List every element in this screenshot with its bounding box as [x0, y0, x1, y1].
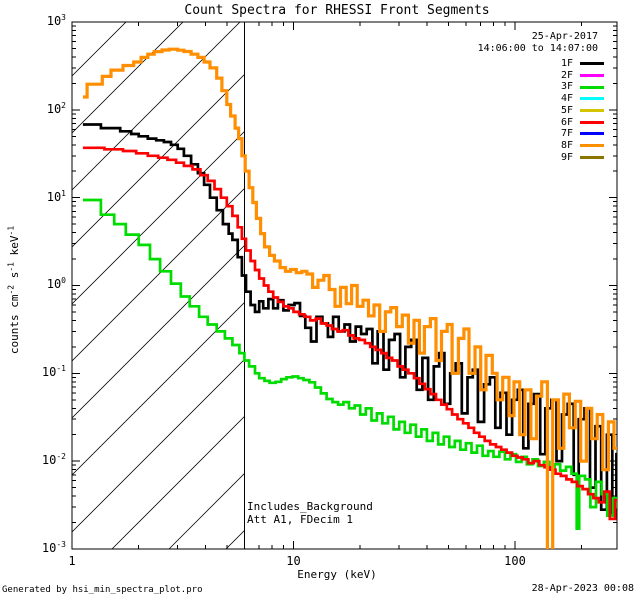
legend-color-swatch [580, 85, 604, 89]
y-tick-label: 10-1 [41, 364, 66, 380]
legend-item-3F: 3F [561, 81, 604, 93]
annotation-includes-background: Includes_Background [247, 500, 373, 513]
legend-color-swatch [580, 109, 604, 113]
legend-label: 9F [560, 151, 573, 163]
legend-color-swatch [580, 74, 604, 78]
y-tick-label: 100 [46, 276, 66, 292]
y-tick-label: 101 [46, 188, 66, 204]
legend-item-6F: 6F [561, 116, 604, 128]
y-tick-label: 103 [46, 13, 66, 28]
legend-color-swatch [580, 62, 604, 66]
legend-item-7F: 7F [561, 128, 604, 140]
legend-color-swatch [580, 120, 604, 124]
legend-label: 3F [560, 81, 573, 93]
y-tick-label: 10-3 [41, 539, 66, 555]
spectrum-curve-6F [82, 146, 618, 521]
plot-timestamp: 28-Apr-2023 00:08 [531, 583, 634, 594]
legend-item-2F: 2F [561, 70, 604, 82]
legend-color-swatch [580, 144, 604, 148]
spectrum-curve-1F [82, 123, 618, 517]
legend-item-8F: 8F [561, 140, 604, 152]
legend-label: 7F [560, 128, 573, 140]
legend-label: 2F [560, 69, 573, 81]
legend: 1F 2F 3F 4F 5F 6F 7F 8F 9F [561, 58, 604, 163]
x-axis-label: Energy (keV) [297, 568, 377, 581]
spectrum-curve-3F [82, 198, 618, 531]
legend-label: 6F [560, 116, 573, 128]
legend-item-1F: 1F [561, 58, 604, 70]
y-tick-label: 10-2 [41, 452, 66, 468]
obs-time-range: 14:06:00 to 14:07:00 [477, 43, 598, 54]
legend-item-9F: 9F [561, 152, 604, 164]
legend-label: 1F [560, 58, 573, 70]
x-tick-label: 10 [286, 554, 301, 568]
annotation-attenuator-state: Att A1, FDecim 1 [247, 513, 353, 526]
generated-by-text: Generated by hsi_min_spectra_plot.pro [2, 585, 203, 595]
legend-item-5F: 5F [561, 105, 604, 117]
spectrum-curve-8F [82, 47, 618, 549]
legend-color-swatch [580, 155, 604, 159]
legend-label: 8F [560, 139, 573, 151]
x-tick-label: 1 [68, 554, 76, 568]
legend-color-swatch [580, 132, 604, 136]
legend-label: 4F [560, 93, 573, 105]
legend-label: 5F [560, 104, 573, 116]
legend-color-swatch [580, 97, 604, 101]
chart-title: Count Spectra for RHESSI Front Segments [184, 3, 490, 18]
legend-item-4F: 4F [561, 93, 604, 105]
obs-date: 25-Apr-2017 [531, 31, 598, 42]
x-tick-label: 100 [504, 554, 526, 568]
y-tick-label: 102 [46, 100, 66, 116]
